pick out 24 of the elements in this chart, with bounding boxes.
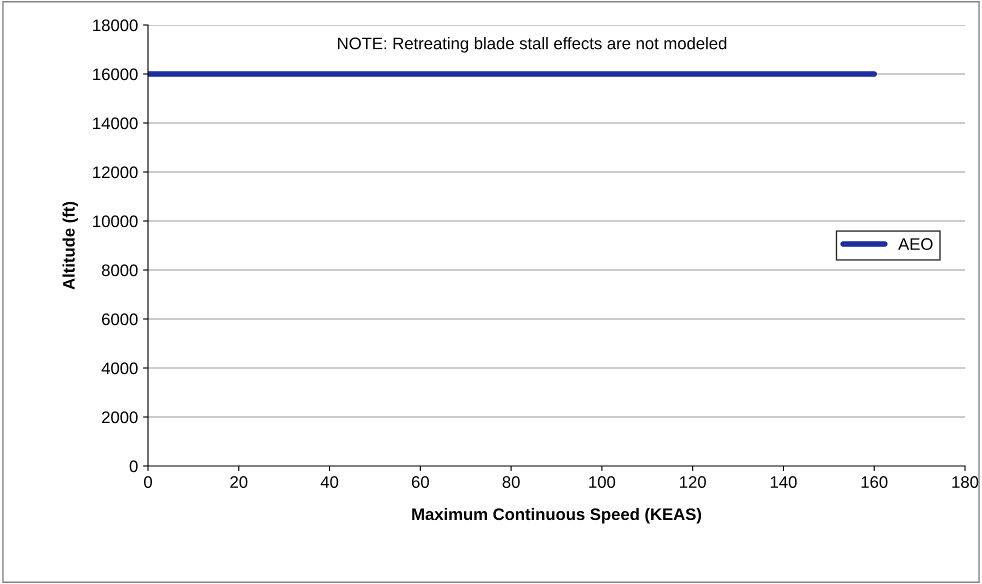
x-tick-label: 180	[952, 476, 978, 488]
x-tick-label: 20	[230, 476, 248, 488]
x-axis-title: Maximum Continuous Speed (KEAS)	[412, 508, 702, 524]
y-tick-label: 12000	[93, 166, 138, 178]
x-tick-label: 80	[502, 476, 520, 488]
y-tick-label: 18000	[93, 19, 138, 32]
y-tick-label: 4000	[102, 362, 138, 374]
y-tick-label: 16000	[93, 68, 138, 80]
y-tick-label: 10000	[93, 215, 138, 228]
x-tick-label: 40	[320, 476, 338, 488]
y-tick-label: 2000	[102, 411, 138, 424]
y-tick-label: 8000	[102, 264, 138, 276]
y-tick-label: 6000	[102, 313, 138, 326]
x-tick-label: 160	[862, 476, 888, 488]
y-tick-label: 0	[130, 460, 138, 472]
annotation: NOTE: Retreating blade stall effects are not modeled	[338, 37, 726, 53]
y-axis-title: Altitude (ft)	[62, 202, 78, 290]
legend-label: AEO	[898, 238, 933, 250]
x-tick-label: 140	[770, 476, 797, 488]
x-tick-label: 60	[412, 476, 429, 488]
x-tick-label: 120	[680, 476, 706, 488]
x-tick-label: 100	[589, 476, 616, 488]
x-tick-label: 0	[144, 476, 152, 488]
y-tick-label: 14000	[93, 117, 138, 130]
